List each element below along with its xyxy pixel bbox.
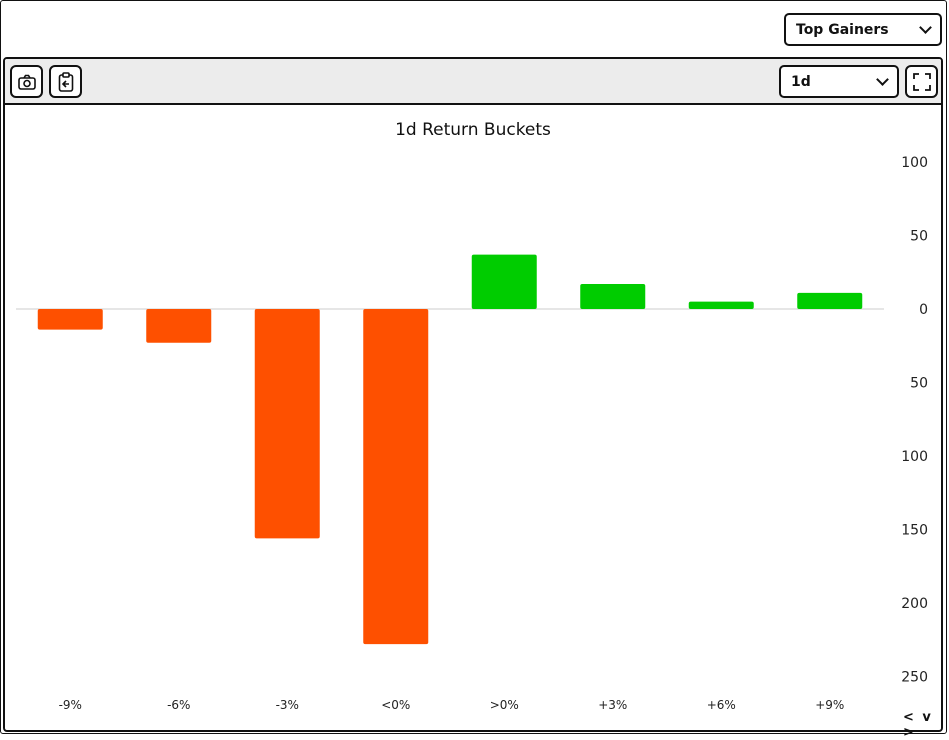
y-tick-label: 100 [901,155,928,171]
chart-title: 1d Return Buckets [395,120,551,140]
bar-7[interactable] [797,292,863,309]
camera-icon [17,74,36,90]
chart-nav[interactable]: < v > [903,710,933,740]
bar-5[interactable] [580,284,646,309]
bar-4[interactable] [471,254,537,309]
y-tick-label: 50 [910,376,928,392]
fullscreen-icon [912,72,931,91]
list-type-value: Top Gainers [796,21,889,38]
list-type-select[interactable]: Top Gainers [784,13,942,46]
x-tick-label: -3% [276,698,299,712]
chevron-down-icon [919,21,932,34]
x-tick-label: -9% [59,698,82,712]
y-tick-label: 0 [919,302,928,318]
y-tick-label: 100 [901,449,928,465]
bar-1[interactable] [146,309,212,343]
y-tick-label: 50 [910,229,928,245]
range-value: 1d [791,73,811,90]
x-tick-label: +3% [598,698,627,712]
y-tick-label: 150 [901,523,928,539]
clipboard-icon [58,71,73,92]
screenshot-button[interactable] [10,65,43,98]
bar-3[interactable] [363,309,429,645]
bar-chart: 1d Return Buckets -9% -6% -3% <0% >0% +3% +6% +… [16,120,928,712]
bar-6[interactable] [688,301,754,309]
x-tick-label: -6% [167,698,190,712]
y-tick-label: 250 [901,670,928,686]
bar-0[interactable] [37,309,103,330]
copy-button[interactable] [49,65,82,98]
bar-2[interactable] [254,309,320,539]
fullscreen-button[interactable] [905,65,938,98]
x-tick-label: +9% [815,698,844,712]
x-tick-label: >0% [490,698,519,712]
chart-panel: 1d 1d Return Buckets -9% -6% -3% <0% >0% +3% +… [3,57,943,732]
x-tick-label: +6% [707,698,736,712]
range-select[interactable]: 1d [779,65,899,98]
y-tick-label: 200 [901,596,928,612]
chart-toolbar: 1d [5,59,941,105]
x-tick-label: <0% [381,698,410,712]
